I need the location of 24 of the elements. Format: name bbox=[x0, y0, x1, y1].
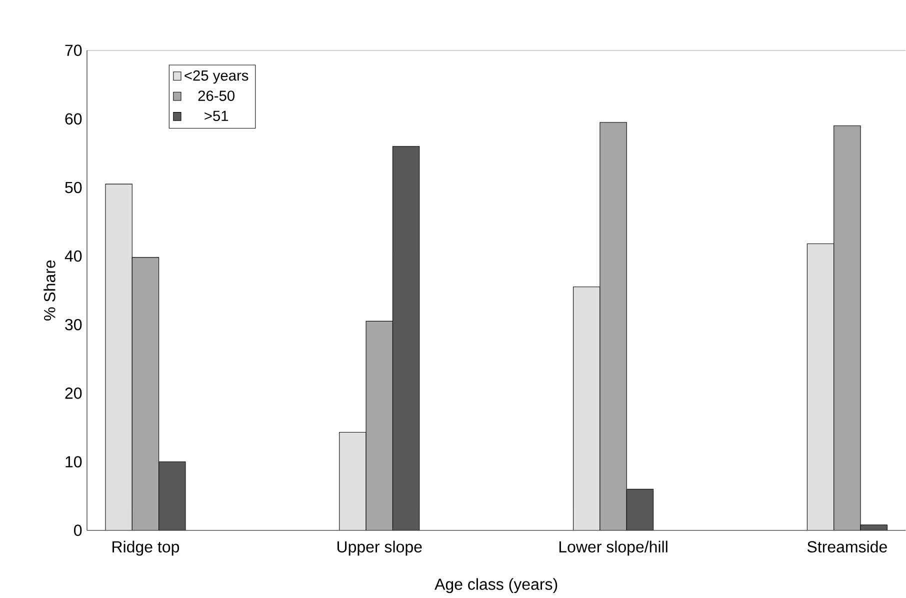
bar bbox=[158, 462, 186, 531]
y-tick-label: 30 bbox=[65, 319, 82, 331]
x-tick-label: Lower slope/hill bbox=[559, 541, 668, 556]
legend-label: <25 years bbox=[184, 70, 248, 84]
y-tick-label: 10 bbox=[66, 456, 82, 468]
y-tick-label: 0 bbox=[74, 524, 82, 536]
x-tick-label: Streamside bbox=[807, 541, 887, 553]
y-axis-title: % Share bbox=[44, 260, 56, 321]
x-axis-title: Age class (years) bbox=[434, 578, 558, 594]
bar bbox=[132, 258, 159, 531]
legend-label: 26-50 bbox=[198, 90, 234, 102]
y-tick-label: 60 bbox=[65, 114, 82, 125]
x-tick-label: Ridge top bbox=[112, 541, 180, 556]
y-tick-label: 50 bbox=[65, 182, 82, 194]
bar bbox=[366, 321, 393, 531]
bar bbox=[600, 122, 627, 531]
y-tick-label: 70 bbox=[65, 44, 82, 56]
x-tick-label: Upper slope bbox=[337, 541, 422, 556]
bar bbox=[392, 146, 420, 531]
y-tick-label: 20 bbox=[65, 388, 82, 400]
y-tick-label: 40 bbox=[64, 250, 82, 262]
bar bbox=[626, 489, 654, 531]
bar bbox=[834, 126, 861, 531]
legend-label: >51 bbox=[204, 111, 228, 122]
